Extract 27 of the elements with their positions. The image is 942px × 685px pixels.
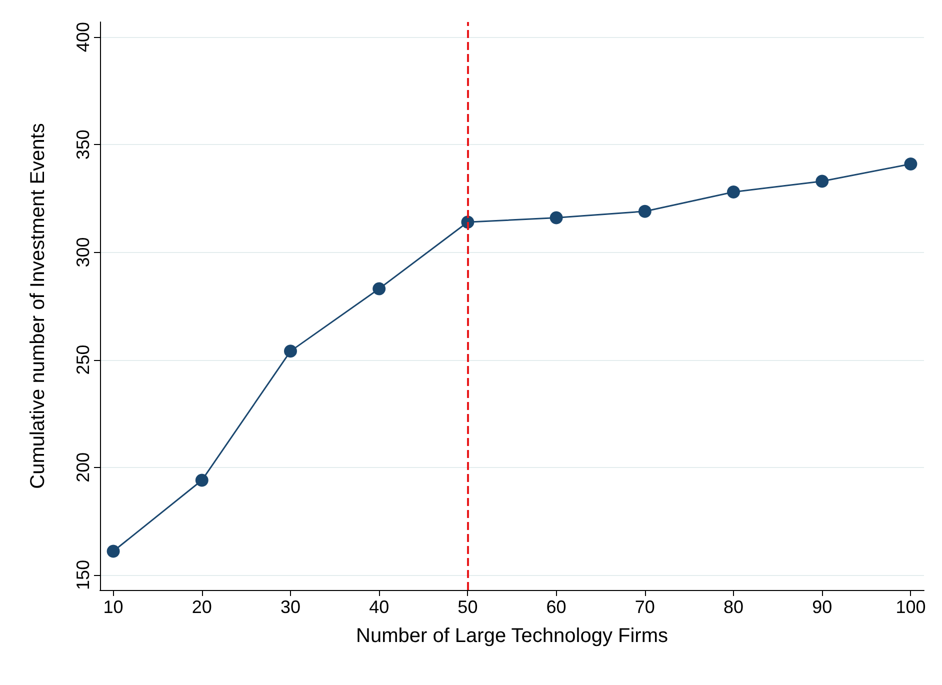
x-tick-label: 30 (280, 597, 301, 617)
y-tick-label: 250 (73, 344, 93, 375)
x-tick-label: 40 (369, 597, 390, 617)
x-tick-label: 60 (546, 597, 566, 617)
x-tick-label: 90 (812, 597, 832, 617)
y-tick-label: 200 (73, 452, 93, 482)
point (816, 174, 829, 188)
x-tick-label: 20 (192, 597, 212, 617)
y-tick-label: 300 (73, 237, 93, 268)
x-tick-label: 70 (634, 597, 655, 617)
point (195, 474, 208, 487)
point (638, 204, 652, 218)
point (372, 282, 386, 296)
point (550, 211, 563, 224)
x-tick-label: 100 (896, 597, 926, 617)
x-axis-title: Number of Large Technology Firms (356, 625, 668, 647)
y-tick-label: 400 (73, 22, 93, 52)
point (106, 544, 120, 558)
point (284, 344, 297, 358)
x-tick-label: 50 (458, 597, 478, 617)
y-tick-label: 150 (73, 560, 93, 590)
point (904, 158, 918, 170)
point (727, 185, 740, 198)
y-axis-title: Cumulative number of Investment Events (27, 123, 49, 489)
x-tick-label: 80 (723, 597, 744, 617)
x-tick-label: 10 (103, 597, 124, 617)
y-tick-label: 350 (73, 130, 93, 160)
